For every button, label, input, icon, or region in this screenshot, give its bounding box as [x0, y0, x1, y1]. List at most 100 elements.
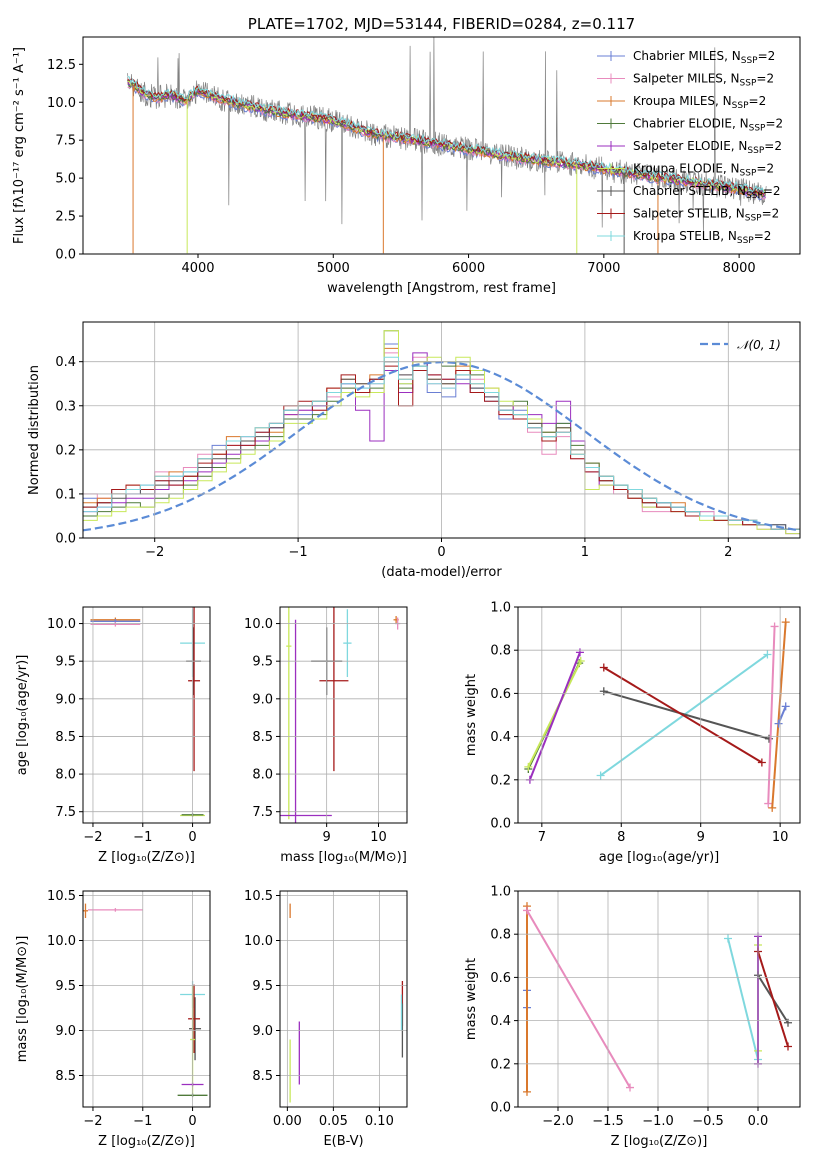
weight-marker — [575, 648, 584, 657]
plot-area — [90, 607, 206, 817]
legend-suffix: =2 — [763, 184, 781, 198]
y-tick-label: 0.3 — [55, 399, 76, 414]
weight-series-sm — [523, 906, 634, 1092]
x-tick-label: 8 — [617, 830, 625, 845]
y-axis-label: mass weight — [464, 674, 479, 756]
x-tick-label: 7 — [538, 830, 546, 845]
y-tick-label: 1.0 — [490, 885, 511, 900]
x-tick-label: −1 — [289, 545, 308, 560]
legend-label: Chabrier ELODIE, N — [633, 117, 749, 131]
x-tick-label: 10 — [772, 830, 789, 845]
y-tick-label: 0.2 — [55, 443, 76, 458]
weight-series-ss — [599, 663, 766, 767]
weight-marker — [770, 622, 779, 631]
x-tick-label: 1 — [581, 545, 589, 560]
weight-line — [603, 690, 770, 740]
y-tick-label: 0.6 — [490, 971, 511, 986]
legend-label: Kroupa MILES, N — [633, 94, 732, 108]
y-tick-label: 8.5 — [55, 730, 76, 745]
hist-series-ks — [83, 356, 800, 538]
y-tick-label: 10.0 — [47, 617, 76, 632]
x-tick-label: 10 — [370, 830, 387, 845]
y-tick-label: 10.0 — [244, 934, 273, 949]
y-tick-label: 10.5 — [47, 889, 76, 904]
weight-line — [767, 626, 776, 804]
x-tick-label: −2 — [83, 1114, 102, 1129]
x-tick-label: 5000 — [317, 261, 350, 276]
x-tick-label: 0.10 — [365, 1114, 394, 1129]
x-tick-label: −1 — [133, 1114, 152, 1129]
panel-weight-vs-age: 7 8 9 10 0.0 0.2 0.4 0.6 0.8 1.0 age [log₁₀(age/yr… — [464, 601, 801, 865]
x-tick-label: 0 — [188, 1114, 196, 1129]
legend-suffix: =2 — [749, 94, 767, 108]
y-axis-label: mass [log₁₀(M/M⊙)] — [15, 936, 30, 1063]
x-tick-label: −1 — [133, 830, 152, 845]
legend-sub: SSP — [745, 214, 762, 224]
y-tick-label: 0.4 — [55, 355, 76, 370]
errorbar-point-km — [83, 903, 88, 918]
x-tick-label: 2 — [724, 545, 732, 560]
weight-line — [528, 651, 581, 781]
y-tick-label: 0.4 — [490, 1014, 511, 1029]
x-tick-label: −2 — [145, 545, 164, 560]
x-tick-label: 0.0 — [748, 1114, 769, 1129]
weight-marker — [576, 657, 585, 665]
x-axis-label: wavelength [Angstrom, rest frame] — [327, 281, 556, 296]
x-axis-label: age [log₁₀(age/yr)] — [599, 850, 720, 865]
y-tick-label: 9.5 — [55, 979, 76, 994]
x-tick-label: −1.0 — [642, 1114, 674, 1129]
legend-suffix: =2 — [756, 162, 774, 176]
y-tick-label: 0.8 — [490, 644, 511, 659]
legend-suffix: =2 — [762, 207, 780, 221]
legend-label: Kroupa STELIB, N — [633, 229, 737, 243]
weight-marker — [763, 650, 772, 659]
x-tick-label: 9 — [697, 830, 705, 845]
axes-frame — [82, 36, 801, 255]
y-tick-label: 8.5 — [55, 1069, 76, 1084]
weight-marker — [523, 906, 531, 915]
x-axis-label: E(B-V) — [323, 1134, 363, 1149]
legend-sub: SSP — [732, 101, 749, 111]
errorbar-point-sm — [87, 908, 143, 912]
legend-entry: Kroupa ELODIE, NSSP=2 — [633, 162, 774, 179]
panel-mass-vs-EBV: 0.00 0.05 0.10 8.5 9.0 9.5 10.0 10.5 E(B-V) — [244, 889, 408, 1149]
legend-entry: Kroupa STELIB, NSSP=2 — [633, 229, 771, 246]
weight-series-se — [525, 648, 584, 784]
weight-marker — [523, 1087, 531, 1096]
y-axis-label: Flux [fλ10⁻¹⁷ erg cm⁻² s⁻¹ A⁻¹] — [12, 47, 27, 244]
y-tick-label: 0.6 — [490, 687, 511, 702]
y-tick-label: 1.0 — [490, 601, 511, 616]
legend-label: Salpeter ELODIE, N — [633, 139, 747, 153]
axes-frame — [82, 606, 211, 824]
weight-marker — [768, 803, 777, 812]
y-tick-label: 9.5 — [55, 655, 76, 670]
axes-frame — [82, 890, 211, 1108]
panel-age-vs-Z: −2 −1 0 7.5 8.0 8.5 9.0 9.5 10.0 Z [log₁₀(Z/Z⊙)] a… — [15, 606, 211, 865]
y-tick-label: 9.0 — [252, 692, 273, 707]
weight-series-ke — [524, 657, 585, 771]
errorbar-point-ke — [286, 607, 292, 820]
legend-entry: Salpeter ELODIE, NSSP=2 — [633, 139, 782, 156]
weight-line — [527, 660, 582, 768]
plot-area — [289, 903, 404, 1103]
x-tick-label: 0.05 — [319, 1114, 348, 1129]
legend-sub: SSP — [740, 79, 757, 89]
y-tick-label: 0.0 — [55, 532, 76, 547]
y-tick-label: 8.5 — [252, 1069, 273, 1084]
y-tick-label: 12.5 — [47, 58, 76, 73]
weight-series-cs — [599, 687, 774, 743]
y-tick-label: 9.0 — [55, 1024, 76, 1039]
x-tick-label: 0.00 — [273, 1114, 302, 1129]
y-tick-label: 7.5 — [55, 805, 76, 820]
weight-line — [603, 666, 763, 764]
y-axis-label: mass weight — [464, 958, 479, 1040]
panel-residuals: −2 −1 0 1 2 0.0 0.1 0.2 0.3 0.4 (data-model)/error… — [27, 321, 801, 580]
weight-series-cm — [774, 702, 790, 728]
weight-marker — [781, 618, 790, 627]
weight-marker — [765, 734, 774, 743]
model-spectrum-cm — [127, 83, 766, 201]
y-tick-label: 0.4 — [490, 730, 511, 745]
legend-entry: Kroupa MILES, NSSP=2 — [633, 94, 766, 111]
y-tick-label: 7.5 — [55, 134, 76, 149]
legend-label: Kroupa ELODIE, N — [633, 162, 740, 176]
